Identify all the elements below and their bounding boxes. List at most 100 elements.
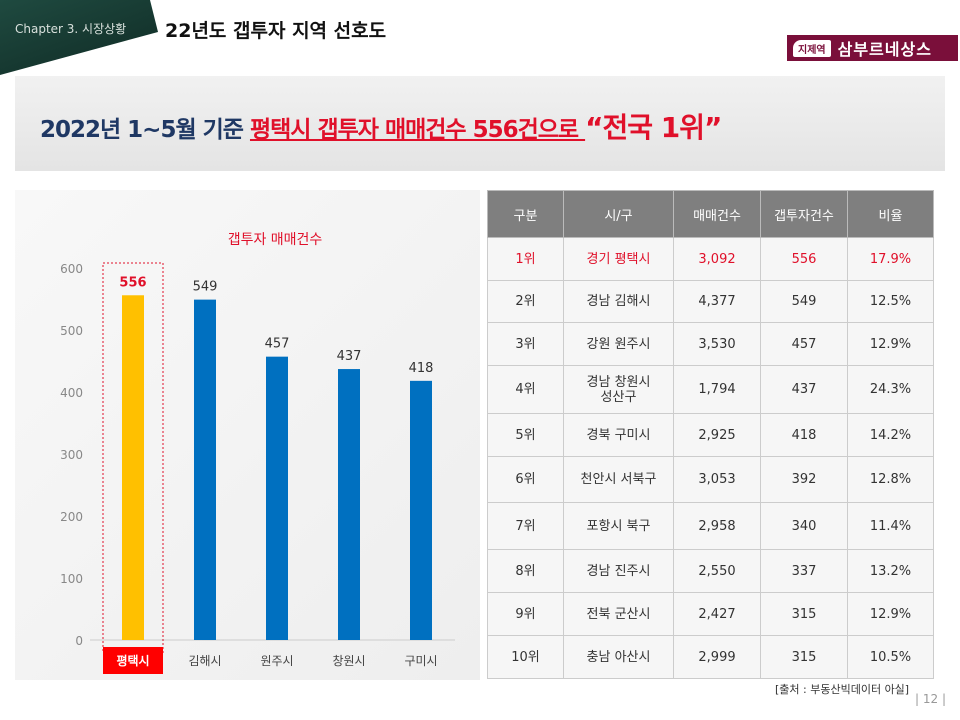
- data-label: 418: [409, 361, 434, 376]
- table-cell: 4,377: [673, 280, 761, 323]
- x-tick-label: 구미시: [404, 654, 437, 668]
- y-tick-label: 500: [60, 324, 83, 338]
- headline-band: [15, 76, 945, 171]
- chart-svg: 갭투자 매매건수 0 100 200 300 400 500 600 556 평택시 549 김해시 4…: [60, 232, 455, 674]
- table-cell: 3위: [487, 322, 564, 366]
- table-row: 3위 강원 원주시 3,530 457 12.9%: [487, 322, 934, 366]
- column-header: 매매건수: [673, 190, 761, 238]
- page-title: 22년도 갭투자 지역 선호도: [165, 20, 387, 42]
- table-cell: 14.2%: [847, 413, 934, 457]
- chapter-label: Chapter 3. 시장상황: [15, 22, 127, 36]
- bar: [266, 356, 288, 640]
- table-row: 10위 충남 아산시 2,999 315 10.5%: [487, 635, 934, 679]
- chart-title: 갭투자 매매건수: [228, 232, 323, 248]
- source-note: [출처 : 부동산빅데이터 아실]: [775, 683, 910, 696]
- data-label: 556: [119, 275, 146, 290]
- table-cell: 12.9%: [847, 322, 934, 366]
- table-cell: 7위: [487, 502, 564, 550]
- table-cell: 418: [760, 413, 848, 457]
- table-cell: 전북 군산시: [563, 592, 674, 636]
- bar-chart: 갭투자 매매건수 0 100 200 300 400 500 600 556 평택시 549 김해시 4…: [15, 190, 480, 680]
- table-cell: 경남 진주시: [563, 549, 674, 593]
- x-tick-label: 김해시: [188, 654, 221, 668]
- table-cell: 6위: [487, 456, 564, 503]
- table-cell: 457: [760, 322, 848, 366]
- table-cell: 549: [760, 280, 848, 323]
- bar: [122, 295, 144, 640]
- column-header: 갭투자건수: [760, 190, 848, 238]
- headline: 2022년 1~5월 기준 평택시 갭투자 매매건수 556건으로 “전국 1위…: [40, 106, 722, 146]
- table-cell: 337: [760, 549, 848, 593]
- table-cell: 2,958: [673, 502, 761, 550]
- y-tick-label: 200: [60, 510, 83, 524]
- table-cell: 392: [760, 456, 848, 503]
- table-row: 5위 경북 구미시 2,925 418 14.2%: [487, 413, 934, 457]
- table-row: 4위 경남 창원시 성산구 1,794 437 24.3%: [487, 365, 934, 414]
- table-cell: 2위: [487, 280, 564, 323]
- table-cell: 556: [760, 237, 848, 281]
- table-cell: 4위: [487, 365, 564, 414]
- table-row: 6위 천안시 서북구 3,053 392 12.8%: [487, 456, 934, 503]
- bar: [410, 380, 432, 640]
- bar: [338, 369, 360, 640]
- table-cell: 8위: [487, 549, 564, 593]
- table-cell: 17.9%: [847, 237, 934, 281]
- table-cell: 11.4%: [847, 502, 934, 550]
- table-cell: 437: [760, 365, 848, 414]
- table-cell: 1,794: [673, 365, 761, 414]
- table-cell: 포항시 북구: [563, 502, 674, 550]
- bar: [194, 299, 216, 640]
- table-cell: 2,550: [673, 549, 761, 593]
- data-label: 437: [337, 349, 362, 364]
- y-tick-label: 100: [60, 572, 83, 586]
- table-cell: 천안시 서북구: [563, 456, 674, 503]
- table-cell: 경남 김해시: [563, 280, 674, 323]
- table-cell: 5위: [487, 413, 564, 457]
- table-cell: 경남 창원시 성산구: [563, 365, 674, 414]
- table-cell: 3,530: [673, 322, 761, 366]
- table-cell: 9위: [487, 592, 564, 636]
- x-tick-label: 원주시: [260, 654, 293, 668]
- table-cell: 경북 구미시: [563, 413, 674, 457]
- table-cell: 10.5%: [847, 635, 934, 679]
- table-row: 2위 경남 김해시 4,377 549 12.5%: [487, 280, 934, 323]
- y-tick-label: 300: [60, 448, 83, 462]
- table-cell: 315: [760, 635, 848, 679]
- table-cell: 10위: [487, 635, 564, 679]
- data-label: 549: [193, 280, 218, 295]
- x-tick-label: 창원시: [332, 654, 365, 668]
- headline-highlight: 평택시 갭투자 매매건수 556건으로: [249, 117, 586, 143]
- column-header: 구분: [487, 190, 564, 238]
- table-cell: 경기 평택시: [563, 237, 674, 281]
- page-number: | 12 |: [915, 692, 946, 706]
- highlight-label-bg: [103, 647, 163, 674]
- y-tick-label: 0: [75, 634, 83, 648]
- table-cell: 12.9%: [847, 592, 934, 636]
- table-row: 9위 전북 군산시 2,427 315 12.9%: [487, 592, 934, 636]
- table-cell: 340: [760, 502, 848, 550]
- table-cell: 3,053: [673, 456, 761, 503]
- column-header: 시/구: [563, 190, 674, 238]
- logo-name: 삼부르네상스: [837, 40, 932, 59]
- table-cell: 3,092: [673, 237, 761, 281]
- table-cell: 충남 아산시: [563, 635, 674, 679]
- data-label: 457: [265, 337, 290, 352]
- table-row: 1위 경기 평택시 3,092 556 17.9%: [487, 237, 934, 281]
- logo-tag: 지제역: [793, 39, 831, 57]
- table-row: 7위 포항시 북구 2,958 340 11.4%: [487, 502, 934, 550]
- table-cell: 315: [760, 592, 848, 636]
- table-row: 8위 경남 진주시 2,550 337 13.2%: [487, 549, 934, 593]
- headline-prefix: 2022년 1~5월 기준: [40, 117, 250, 143]
- table-cell: 2,925: [673, 413, 761, 457]
- column-header: 비율: [847, 190, 934, 238]
- y-tick-label: 400: [60, 386, 83, 400]
- table-cell: 12.8%: [847, 456, 934, 503]
- table-cell: 2,999: [673, 635, 761, 679]
- headline-quote: “전국 1위”: [585, 111, 722, 144]
- table-cell: 12.5%: [847, 280, 934, 323]
- table-cell: 1위: [487, 237, 564, 281]
- logo: 지제역 삼부르네상스: [787, 35, 958, 61]
- y-tick-label: 600: [60, 262, 83, 276]
- table-cell: 2,427: [673, 592, 761, 636]
- x-tick-label: 평택시: [116, 653, 149, 668]
